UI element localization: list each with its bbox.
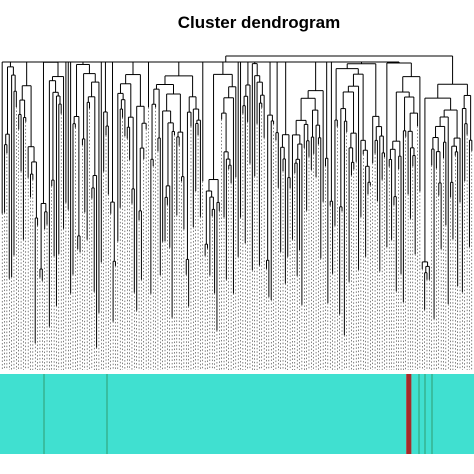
chart-title: Cluster dendrogram: [178, 13, 340, 32]
dendrogram-tree: [1, 55, 473, 348]
leaf-guide-lines: [1, 106, 473, 370]
module-segment-turquoise-2: [411, 374, 474, 454]
module-segment-turquoise-0: [0, 374, 407, 454]
module-segment-brown-1: [406, 374, 412, 454]
module-color-track: [0, 374, 474, 454]
